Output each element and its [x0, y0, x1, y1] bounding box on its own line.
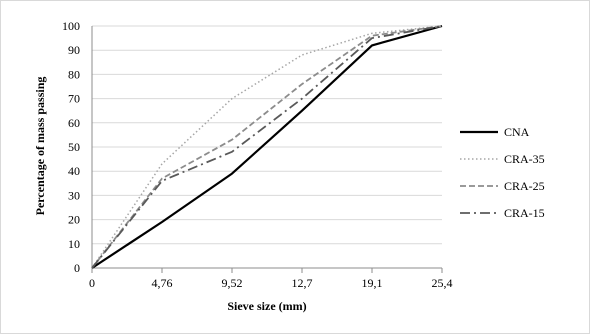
y-tick-label-90: 90 — [68, 43, 80, 57]
x-tick-labels: 0 4,76 9,52 12,7 19,1 25,4 — [89, 276, 453, 290]
series-line-cra-35 — [91, 25, 443, 269]
series-lines — [91, 24, 443, 269]
series-line-cna — [91, 24, 443, 269]
y-tick-label-50: 50 — [68, 140, 80, 154]
gridlines — [92, 25, 442, 245]
y-tick-label-40: 40 — [68, 164, 80, 178]
legend-label-cra-25: CRA-25 — [504, 179, 545, 193]
x-tick-label-5: 25,4 — [432, 276, 453, 290]
y-tick-label-0: 0 — [74, 261, 80, 275]
x-tick-label-4: 19,1 — [362, 276, 383, 290]
legend-label-cra-35: CRA-35 — [504, 152, 545, 166]
x-tick-label-1: 4,76 — [152, 276, 173, 290]
legend-label-cra-15: CRA-15 — [504, 206, 545, 220]
y-tick-label-60: 60 — [68, 116, 80, 130]
x-tick-label-2: 9,52 — [222, 276, 243, 290]
legend: CNA CRA-35 CRA-25 CRA-15 — [460, 125, 545, 220]
x-tick-label-0: 0 — [89, 276, 95, 290]
y-tick-label-20: 20 — [68, 213, 80, 227]
y-tick-label-30: 30 — [68, 188, 80, 202]
x-axis-title: Sieve size (mm) — [227, 299, 306, 313]
y-axis-title: Percentage of mass passing — [33, 77, 47, 216]
y-tick-label-100: 100 — [62, 19, 80, 33]
x-tick-label-3: 12,7 — [292, 276, 313, 290]
series-line-cra-25 — [91, 25, 443, 269]
y-tick-label-80: 80 — [68, 67, 80, 81]
y-tick-labels: 0 10 20 30 40 50 60 70 80 90 100 — [62, 19, 80, 275]
legend-label-cna: CNA — [504, 125, 530, 139]
y-tick-label-10: 10 — [68, 237, 80, 251]
y-tick-label-70: 70 — [68, 92, 80, 106]
axes — [91, 26, 443, 273]
